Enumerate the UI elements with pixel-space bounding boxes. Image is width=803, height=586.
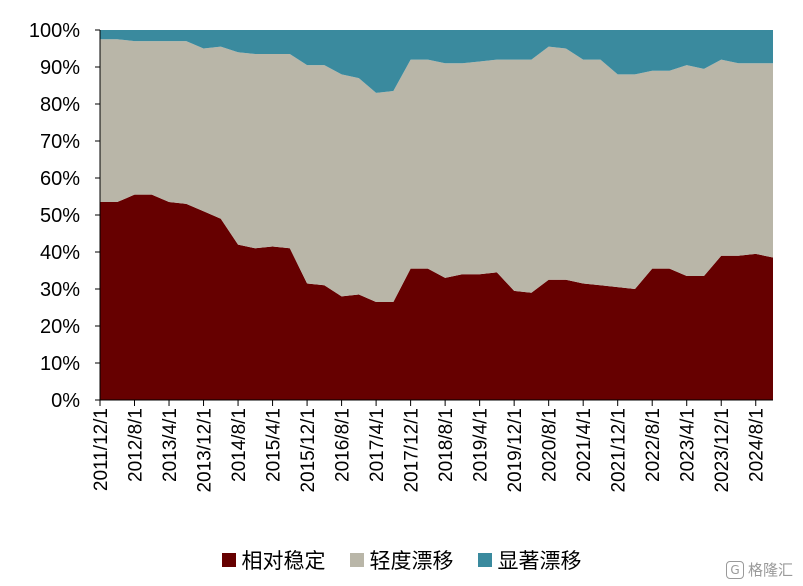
x-tick-label: 2024/8/1 <box>747 408 768 482</box>
x-tick-label: 2021/4/1 <box>574 408 595 482</box>
x-tick-label: 2020/8/1 <box>540 408 561 482</box>
area-significant-drift <box>100 30 773 93</box>
x-tick-label: 2022/8/1 <box>643 408 664 482</box>
y-tick-label: 90% <box>40 57 80 79</box>
legend-item-mild-drift: 轻度漂移 <box>349 545 454 575</box>
x-tick-label: 2015/4/1 <box>264 408 285 482</box>
y-tick-label: 40% <box>40 242 80 264</box>
x-tick-label: 2011/12/1 <box>91 408 112 491</box>
x-tick-label: 2023/12/1 <box>712 408 733 493</box>
legend: 相对稳定 轻度漂移 显著漂移 <box>0 543 803 577</box>
x-tick-label: 2013/4/1 <box>160 408 181 482</box>
x-tick-label: 2012/8/1 <box>126 408 147 482</box>
y-axis: 0% 10% 20% 30% 40% 50% 60% 70% 80% 90% 100% <box>29 20 101 412</box>
x-tick-label: 2014/8/1 <box>229 408 250 482</box>
y-tick-label: 100% <box>29 20 80 42</box>
y-tick-label: 20% <box>40 316 80 338</box>
legend-label-stable: 相对稳定 <box>241 549 326 573</box>
area-mild-drift <box>100 39 773 302</box>
x-tick-label: 2023/4/1 <box>678 408 699 482</box>
y-tick-label: 50% <box>40 205 80 227</box>
legend-label-mild-drift: 轻度漂移 <box>369 549 454 573</box>
y-tick-label: 80% <box>40 94 80 116</box>
watermark-logo-icon: G <box>725 560 744 579</box>
x-tick-label: 2018/8/1 <box>436 408 457 482</box>
x-axis: 2011/12/1 2012/8/1 2013/4/1 2013/12/1 2014/8… <box>91 399 773 493</box>
x-tick-label: 2013/12/1 <box>195 408 216 493</box>
y-tick-label: 10% <box>40 353 80 375</box>
x-tick-label: 2015/12/1 <box>298 408 319 493</box>
x-tick-label: 2019/4/1 <box>471 408 492 482</box>
watermark: G 格隆汇 <box>725 559 793 580</box>
y-tick-label: 0% <box>51 390 80 412</box>
legend-item-significant-drift: 显著漂移 <box>477 545 582 575</box>
area-stable <box>100 194 773 400</box>
legend-swatch-mild-drift <box>349 553 364 567</box>
stacked-area-chart: 0% 10% 20% 30% 40% 50% 60% 70% 80% 90% 100% 2011/1… <box>29 20 773 493</box>
y-tick-label: 60% <box>40 168 80 190</box>
legend-swatch-significant-drift <box>477 553 492 567</box>
legend-swatch-stable <box>221 553 236 567</box>
watermark-text: 格隆汇 <box>747 561 793 579</box>
x-tick-label: 2021/12/1 <box>609 408 630 493</box>
x-tick-label: 2016/8/1 <box>333 408 354 482</box>
y-tick-label: 70% <box>40 131 80 153</box>
x-tick-label: 2017/4/1 <box>367 408 388 482</box>
x-tick-label: 2017/12/1 <box>402 408 423 493</box>
x-tick-label: 2019/12/1 <box>505 408 526 493</box>
area-series-group <box>100 30 773 400</box>
y-tick-label: 30% <box>40 279 80 301</box>
legend-label-significant-drift: 显著漂移 <box>497 549 582 573</box>
legend-item-stable: 相对稳定 <box>221 545 326 575</box>
